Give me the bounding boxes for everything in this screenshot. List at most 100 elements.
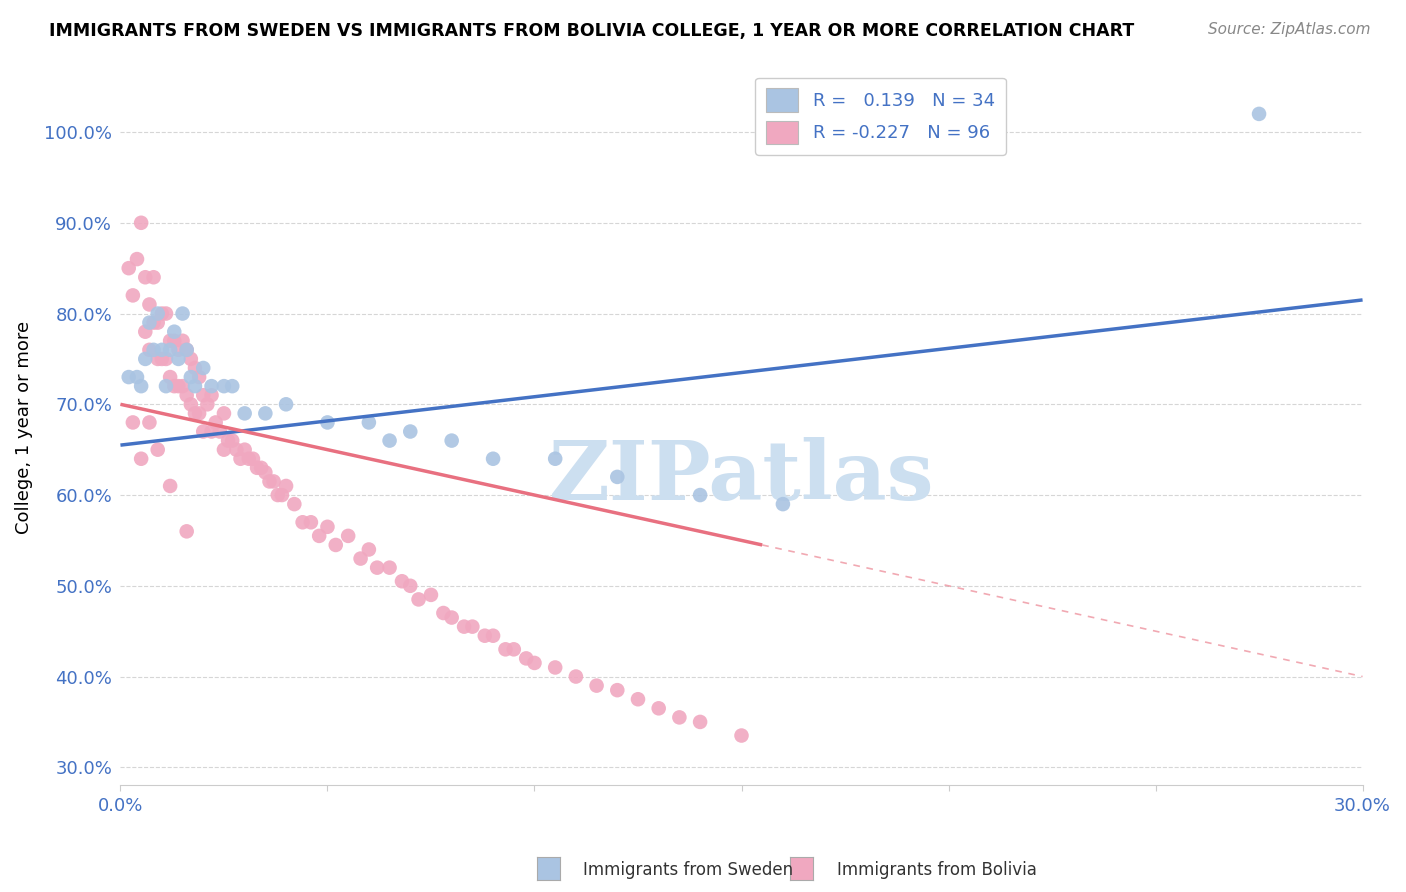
Point — [217, 434, 239, 448]
Point — [1247, 107, 1270, 121]
Point — [474, 629, 496, 643]
Point — [146, 307, 169, 321]
Point — [176, 524, 198, 539]
Point — [159, 370, 181, 384]
Point — [176, 343, 198, 357]
Point — [565, 669, 588, 683]
Point — [689, 714, 711, 729]
Point — [138, 297, 160, 311]
Point — [134, 325, 156, 339]
Point — [138, 316, 160, 330]
Point — [349, 551, 371, 566]
Point — [172, 307, 194, 321]
Point — [142, 270, 165, 285]
Point — [495, 642, 517, 657]
Point — [176, 343, 198, 357]
Text: IMMIGRANTS FROM SWEDEN VS IMMIGRANTS FROM BOLIVIA COLLEGE, 1 YEAR OR MORE CORREL: IMMIGRANTS FROM SWEDEN VS IMMIGRANTS FRO… — [49, 22, 1135, 40]
Point — [482, 451, 505, 466]
Point — [129, 451, 152, 466]
Point — [188, 370, 211, 384]
Point — [193, 361, 215, 376]
Point — [163, 325, 186, 339]
Point — [229, 451, 252, 466]
Point — [627, 692, 650, 706]
Point — [225, 442, 247, 457]
Point — [212, 379, 235, 393]
Point — [150, 343, 173, 357]
Point — [125, 370, 148, 384]
Point — [146, 316, 169, 330]
Point — [221, 434, 243, 448]
Point — [180, 397, 202, 411]
Point — [308, 529, 330, 543]
Point — [647, 701, 669, 715]
Point — [180, 370, 202, 384]
Point — [155, 307, 177, 321]
Point — [366, 560, 388, 574]
Point — [668, 710, 690, 724]
Point — [316, 520, 339, 534]
Text: Source: ZipAtlas.com: Source: ZipAtlas.com — [1208, 22, 1371, 37]
Point — [238, 451, 260, 466]
Point — [291, 516, 314, 530]
Point — [606, 683, 628, 698]
Point — [523, 656, 546, 670]
Point — [146, 442, 169, 457]
Point — [193, 425, 215, 439]
Point — [129, 216, 152, 230]
Point — [274, 479, 297, 493]
Point — [254, 406, 277, 420]
Point — [242, 451, 264, 466]
Point — [184, 361, 207, 376]
Point — [167, 343, 190, 357]
Point — [200, 379, 222, 393]
Legend: R =   0.139   N = 34, R = -0.227   N = 96: R = 0.139 N = 34, R = -0.227 N = 96 — [755, 78, 1005, 154]
Point — [129, 379, 152, 393]
Point — [453, 620, 475, 634]
Point — [283, 497, 305, 511]
Point — [146, 351, 169, 366]
Point — [440, 610, 463, 624]
Point — [212, 406, 235, 420]
Point — [399, 425, 422, 439]
Point — [730, 729, 752, 743]
Point — [515, 651, 537, 665]
Point — [193, 388, 215, 402]
Point — [408, 592, 430, 607]
Point — [188, 406, 211, 420]
Text: Immigrants from Sweden: Immigrants from Sweden — [583, 861, 793, 879]
Point — [250, 460, 273, 475]
Point — [121, 416, 143, 430]
Point — [274, 397, 297, 411]
Point — [337, 529, 360, 543]
Point — [204, 416, 226, 430]
Point — [267, 488, 290, 502]
Point — [544, 660, 567, 674]
Point — [118, 261, 141, 276]
Point — [420, 588, 443, 602]
Point — [502, 642, 524, 657]
Y-axis label: College, 1 year or more: College, 1 year or more — [15, 320, 32, 533]
Point — [357, 416, 380, 430]
Point — [155, 379, 177, 393]
Point — [121, 288, 143, 302]
Point — [378, 560, 401, 574]
Point — [150, 307, 173, 321]
Point — [134, 351, 156, 366]
Point — [440, 434, 463, 448]
Point — [357, 542, 380, 557]
Point — [176, 388, 198, 402]
Point — [167, 351, 190, 366]
Point — [200, 425, 222, 439]
Point — [184, 379, 207, 393]
Point — [391, 574, 413, 589]
Point — [125, 252, 148, 266]
Point — [689, 488, 711, 502]
Point — [271, 488, 294, 502]
Point — [299, 516, 322, 530]
Point — [142, 343, 165, 357]
Point — [316, 416, 339, 430]
Point — [233, 442, 256, 457]
Point — [200, 388, 222, 402]
Point — [263, 475, 285, 489]
